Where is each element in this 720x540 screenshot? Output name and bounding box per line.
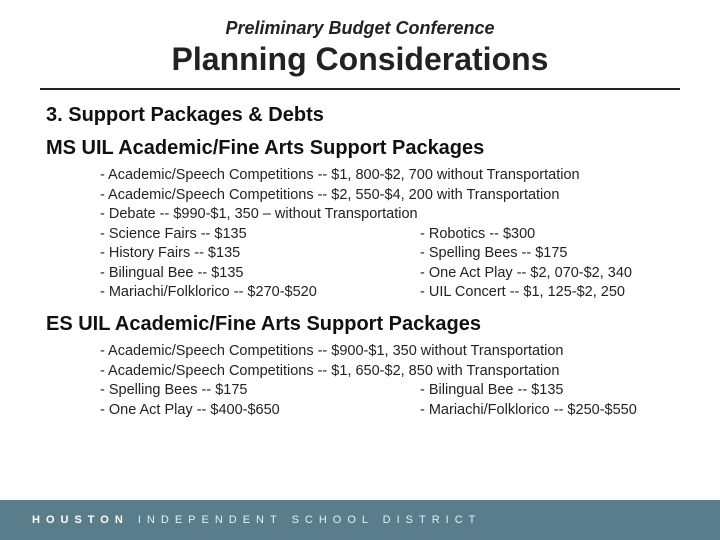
slide: Preliminary Budget Conference Planning C… [0,0,720,540]
title-rule [40,88,680,90]
list-row: - Science Fairs -- $135 - Robotics -- $3… [100,225,680,245]
list-row: - Spelling Bees -- $175 - Bilingual Bee … [100,381,680,401]
footer-brand-bold: HOUSTON [32,514,129,526]
list-item: - History Fairs -- $135 [100,244,420,264]
list-item: - Mariachi/Folklorico -- $250-$550 [420,401,680,421]
list-item: - Academic/Speech Competitions -- $2, 55… [100,186,680,206]
list-item: - Robotics -- $300 [420,225,680,245]
list-item: - Academic/Speech Competitions -- $900-$… [100,342,680,362]
list-item: - Bilingual Bee -- $135 [420,381,680,401]
pretitle: Preliminary Budget Conference [40,18,680,39]
ms-package-title: MS UIL Academic/Fine Arts Support Packag… [46,137,680,160]
list-item: - Debate -- $990-$1, 350 – without Trans… [100,205,680,225]
section-heading: 3. Support Packages & Debts [46,104,680,127]
list-item: - One Act Play -- $2, 070-$2, 340 [420,264,680,284]
list-item: - Academic/Speech Competitions -- $1, 65… [100,362,680,382]
list-row: - Bilingual Bee -- $135 - One Act Play -… [100,264,680,284]
page-title: Planning Considerations [40,41,680,78]
list-item: - Spelling Bees -- $175 [420,244,680,264]
es-package-title: ES UIL Academic/Fine Arts Support Packag… [46,313,680,336]
list-item: - Academic/Speech Competitions -- $1, 80… [100,166,680,186]
list-item: - One Act Play -- $400-$650 [100,401,420,421]
ms-package-body: - Academic/Speech Competitions -- $1, 80… [100,166,680,303]
list-row: - One Act Play -- $400-$650 - Mariachi/F… [100,401,680,421]
es-package-body: - Academic/Speech Competitions -- $900-$… [100,342,680,420]
footer-brand-rest: INDEPENDENT SCHOOL DISTRICT [129,514,482,526]
list-item: - Mariachi/Folklorico -- $270-$520 [100,283,420,303]
list-item: - UIL Concert -- $1, 125-$2, 250 [420,283,680,303]
footer-brand: HOUSTON INDEPENDENT SCHOOL DISTRICT [32,514,481,526]
list-item: - Science Fairs -- $135 [100,225,420,245]
list-item: - Spelling Bees -- $175 [100,381,420,401]
list-item: - Bilingual Bee -- $135 [100,264,420,284]
list-row: - Mariachi/Folklorico -- $270-$520 - UIL… [100,283,680,303]
list-row: - History Fairs -- $135 - Spelling Bees … [100,244,680,264]
footer-bar: HOUSTON INDEPENDENT SCHOOL DISTRICT [0,500,720,540]
